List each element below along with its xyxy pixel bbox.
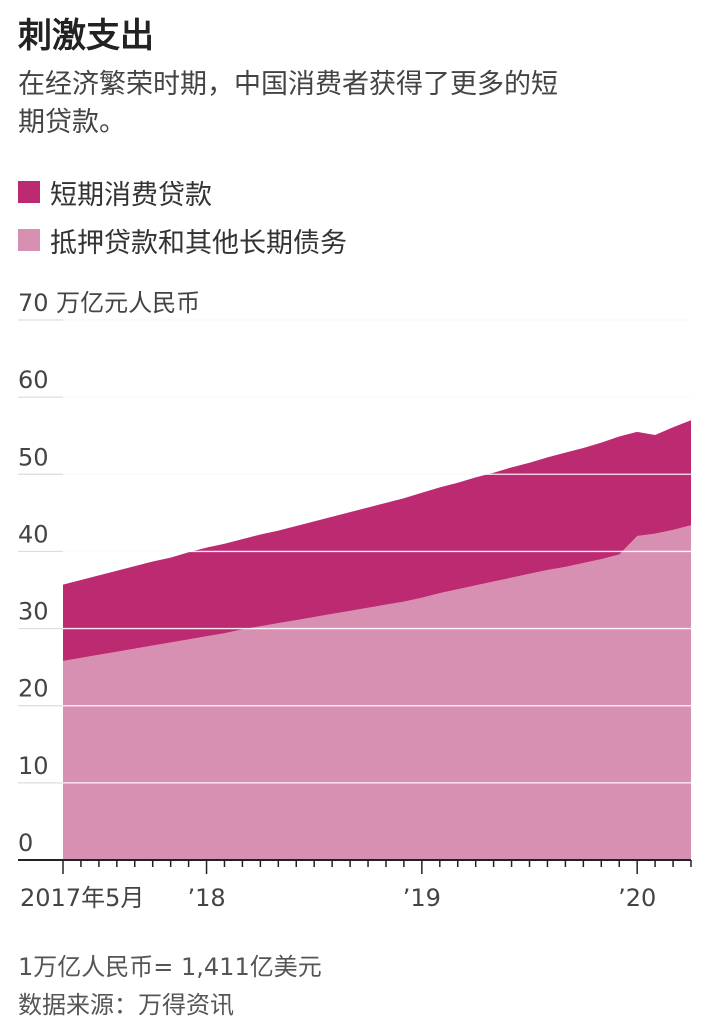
legend-item-short-term: 短期消费贷款 [18, 168, 347, 216]
legend: 短期消费贷款 抵押贷款和其他长期债务 [18, 168, 347, 264]
x-tick-label: ’18 [187, 884, 225, 912]
y-tick-label: 0 [18, 829, 33, 857]
y-tick-labels: 0 10 20 30 40 50 60 70 万亿元人民币 [18, 289, 200, 857]
y-tick-label: 10 [18, 752, 49, 780]
legend-label-short-term: 短期消费贷款 [50, 179, 212, 211]
area-layer [63, 319, 691, 860]
source-note: 数据来源：万得资讯 [18, 991, 234, 1019]
legend-swatch-short-term [18, 181, 40, 203]
chart-title: 刺激支出 [18, 16, 154, 56]
legend-item-long-term: 抵押贷款和其他长期债务 [18, 216, 347, 264]
x-tick-label: ’19 [403, 884, 441, 912]
y-tick-label: 30 [18, 598, 49, 626]
area-long-term-debt [63, 525, 691, 860]
y-tick-label: 50 [18, 443, 49, 471]
y-tick-label: 40 [18, 520, 49, 548]
footer: 1万亿人民币= 1,411亿美元 数据来源：万得资讯 [18, 948, 322, 1024]
area-short-term-loans [63, 420, 691, 661]
x-tick-label: 2017年5月 [20, 884, 144, 912]
stacked-area-chart: 0 10 20 30 40 50 60 70 万亿元人民币 2017年5月 ’18 ’19 ’20 [18, 289, 692, 912]
x-tick-label: ’20 [618, 884, 656, 912]
legend-swatch-long-term [18, 229, 40, 251]
y-tick-label: 70 万亿元人民币 [18, 289, 200, 317]
chart-subtitle: 在经济繁荣时期，中国消费者获得了更多的短期贷款。 [18, 69, 558, 138]
currency-note: 1万亿人民币= 1,411亿美元 [18, 953, 322, 981]
y-tick-label: 20 [18, 675, 49, 703]
legend-label-long-term: 抵押贷款和其他长期债务 [50, 227, 347, 259]
x-axis: 2017年5月 ’18 ’19 ’20 [18, 859, 692, 912]
y-tick-label: 60 [18, 366, 49, 394]
